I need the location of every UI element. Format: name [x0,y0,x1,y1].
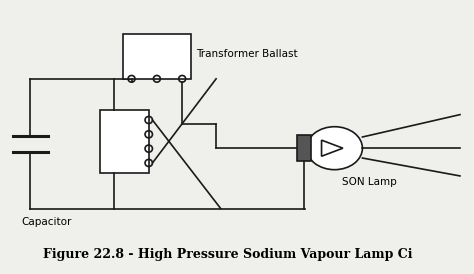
Text: Figure 22.8 - High Pressure Sodium Vapour Lamp Ci: Figure 22.8 - High Pressure Sodium Vapou… [43,248,412,261]
Bar [100,110,149,173]
Text: Transformer Ballast: Transformer Ballast [196,49,298,59]
Polygon shape [321,140,343,156]
Text: SON Lamp: SON Lamp [341,177,396,187]
Bar [297,135,311,161]
Ellipse shape [307,127,363,170]
Text: Capacitor: Capacitor [21,217,72,227]
Bar [123,34,191,79]
